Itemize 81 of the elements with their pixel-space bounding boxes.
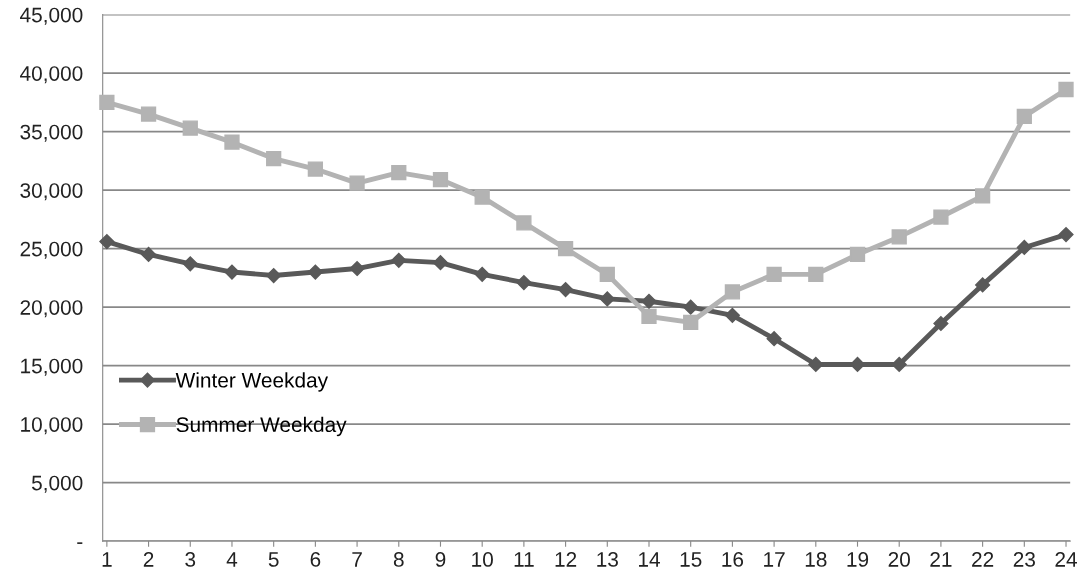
point [224, 134, 240, 150]
x-tick-label: 10 [472, 552, 493, 567]
point [557, 240, 574, 257]
x-tick-label: 20 [888, 552, 910, 567]
point [349, 260, 365, 277]
point [1058, 81, 1074, 98]
y-tick-label: 15,000 [21, 358, 83, 376]
point [516, 274, 532, 291]
point [1016, 239, 1032, 256]
x-tick-label: 5 [268, 552, 279, 567]
point [683, 299, 699, 315]
x-tick-label: 24 [1055, 552, 1077, 567]
point [974, 188, 991, 204]
x-tick-label: 6 [310, 552, 321, 567]
point [1016, 108, 1032, 125]
legend-label: Winter Weekday [175, 372, 329, 392]
point [140, 106, 157, 122]
point [182, 256, 198, 272]
point [599, 266, 615, 283]
x-tick-label: 14 [639, 552, 660, 567]
point [891, 229, 907, 245]
x-tick-label: 13 [597, 552, 618, 567]
legend-label: Summer Weekday [176, 416, 347, 437]
point [349, 175, 365, 191]
point [266, 150, 282, 167]
point [474, 266, 490, 282]
x-tick-label: 11 [514, 552, 534, 567]
point [683, 314, 699, 330]
point [391, 164, 407, 181]
point [808, 266, 824, 283]
x-tick-label: 1 [102, 552, 112, 567]
y-tick-label: 25,000 [20, 241, 83, 259]
x-tick-label: 17 [764, 552, 785, 567]
y-tick-label: 40,000 [20, 66, 83, 84]
point [140, 246, 157, 263]
x-tick-label: 8 [393, 552, 404, 567]
point [933, 209, 949, 225]
x-tick-label: 22 [972, 552, 994, 567]
point [224, 264, 240, 280]
point [266, 267, 282, 284]
point [391, 252, 407, 268]
point [724, 307, 740, 323]
point [975, 277, 991, 293]
x-tick-label: 7 [352, 552, 362, 567]
y-tick-label: 5,000 [31, 475, 83, 493]
x-tick-label: 12 [555, 552, 577, 567]
x-tick-label: 21 [930, 552, 952, 567]
point [599, 291, 615, 307]
point [724, 284, 741, 300]
point [99, 94, 115, 111]
point [99, 234, 115, 250]
point [474, 189, 490, 205]
point [849, 246, 866, 263]
x-tick-label: 16 [722, 552, 744, 567]
x-tick-label: 2 [143, 552, 154, 567]
point [641, 293, 657, 309]
point [432, 255, 449, 271]
y-tick-label: 35,000 [20, 124, 83, 142]
point [182, 120, 198, 136]
x-tick-label: 4 [226, 552, 238, 567]
point [432, 171, 449, 188]
x-tick-label: 15 [680, 552, 702, 567]
point [307, 161, 324, 177]
x-tick-label: 23 [1013, 552, 1035, 567]
x-tick-label: 3 [185, 552, 196, 567]
y-tick-label: - [77, 542, 83, 544]
y-tick-label: 10,000 [21, 417, 83, 435]
point [766, 266, 782, 283]
point [766, 331, 782, 347]
x-tick-label: 18 [805, 552, 827, 567]
x-tick-label: 19 [847, 552, 869, 567]
point [933, 315, 949, 332]
point [641, 308, 657, 325]
y-tick-label: 45,000 [20, 7, 83, 25]
x-tick-label: 9 [435, 552, 446, 567]
y-tick-label: 20,000 [20, 300, 83, 318]
point [558, 282, 574, 298]
point [1058, 227, 1074, 243]
point [516, 215, 532, 231]
y-tick-label: 30,000 [20, 183, 83, 201]
point [307, 264, 323, 280]
